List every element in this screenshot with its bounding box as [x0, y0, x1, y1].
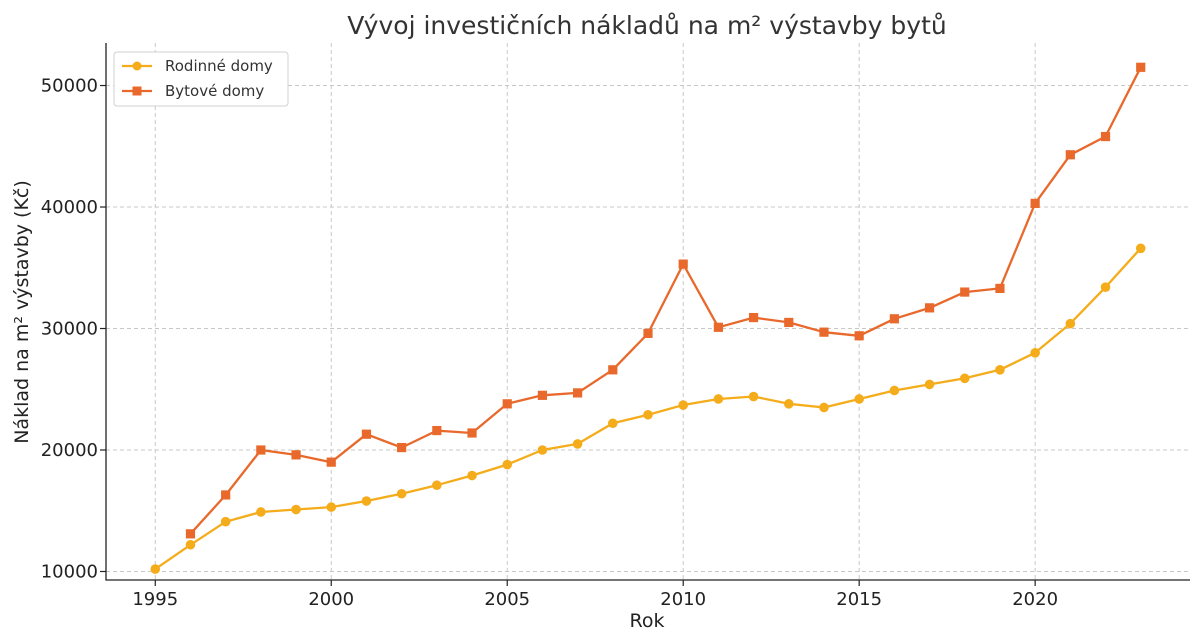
legend-label-bytove-domy: Bytové domy [165, 82, 264, 100]
x-tick-label: 2015 [836, 589, 882, 610]
data-point [819, 327, 829, 337]
data-point [256, 445, 266, 455]
series-line [189, 66, 1142, 535]
series-line [154, 247, 1142, 571]
y-tick-label: 20000 [41, 440, 98, 461]
series-rodinne-domy [150, 243, 1146, 574]
data-point [819, 402, 829, 413]
data-point [326, 502, 337, 512]
axes: 1995 2000 2005 2010 2015 2020 10000 20000 30000 4… [41, 43, 1190, 610]
data-point [854, 394, 864, 404]
data-point [1100, 282, 1111, 293]
data-point [1065, 318, 1076, 329]
data-point [537, 390, 548, 400]
data-point [502, 459, 513, 470]
y-tick-label: 40000 [41, 197, 98, 218]
data-point [854, 331, 864, 341]
data-point [467, 470, 477, 481]
data-point [643, 409, 653, 420]
x-tick-label: 2000 [308, 589, 354, 610]
data-point [1030, 348, 1040, 358]
y-tick-label: 50000 [41, 76, 98, 97]
data-point [396, 488, 407, 499]
x-tick-label: 2005 [484, 589, 530, 610]
data-point [220, 516, 231, 527]
data-point [185, 539, 196, 550]
data-point [397, 442, 407, 453]
data-point [643, 328, 653, 338]
series-bytove-domy [185, 62, 1146, 539]
data-point [608, 365, 618, 375]
data-point [924, 379, 935, 390]
x-axis-label: Rok [630, 610, 665, 632]
data-point [784, 317, 794, 328]
data-point [361, 496, 372, 506]
x-tick-label: 2020 [1012, 589, 1058, 610]
data-point [1030, 198, 1040, 208]
data-point [1100, 131, 1111, 142]
data-point [889, 385, 900, 396]
data-point [1065, 150, 1075, 160]
data-point [959, 373, 970, 384]
data-point [783, 399, 794, 409]
data-point [361, 429, 372, 439]
data-point [291, 504, 301, 515]
data-point [713, 322, 723, 332]
data-point [889, 314, 899, 324]
data-point [326, 457, 336, 467]
data-point [432, 425, 442, 436]
data-point [995, 283, 1005, 294]
data-point [748, 391, 759, 402]
data-point [432, 480, 442, 491]
grid-lines [106, 43, 1190, 580]
y-tick-label: 10000 [41, 561, 98, 582]
data-point [678, 259, 688, 269]
data-point [573, 388, 583, 398]
data-point [291, 450, 301, 460]
data-point [185, 529, 196, 539]
data-series [150, 62, 1146, 574]
data-point [995, 365, 1005, 375]
y-axis-label: Náklad na m² výstavby (Kč) [11, 180, 33, 444]
data-point [678, 400, 688, 410]
data-point [1136, 62, 1146, 72]
data-point [608, 418, 618, 429]
legend-label-rodinne-domy: Rodinné domy [165, 57, 273, 75]
data-point [924, 303, 935, 313]
data-point [256, 507, 266, 517]
x-tick-label: 1995 [132, 589, 178, 610]
y-tick-label: 30000 [41, 319, 98, 340]
data-point [960, 287, 970, 297]
data-point [1135, 243, 1146, 254]
legend: Rodinné domy Bytové domy [113, 51, 289, 107]
data-point [150, 564, 161, 574]
axis-spine [105, 43, 1190, 581]
data-point [467, 428, 477, 438]
data-point [221, 490, 231, 500]
legend-box [113, 51, 289, 107]
data-point [572, 439, 583, 449]
legend-marker-bytove-domy [132, 86, 142, 96]
data-point [502, 399, 512, 409]
legend-marker-rodinne-domy [132, 61, 142, 71]
data-point [748, 312, 759, 323]
data-point [713, 394, 724, 404]
data-point [537, 445, 548, 455]
chart-title: Vývoj investičních nákladů na m² výstavb… [347, 11, 946, 40]
x-tick-label: 2010 [660, 589, 706, 610]
